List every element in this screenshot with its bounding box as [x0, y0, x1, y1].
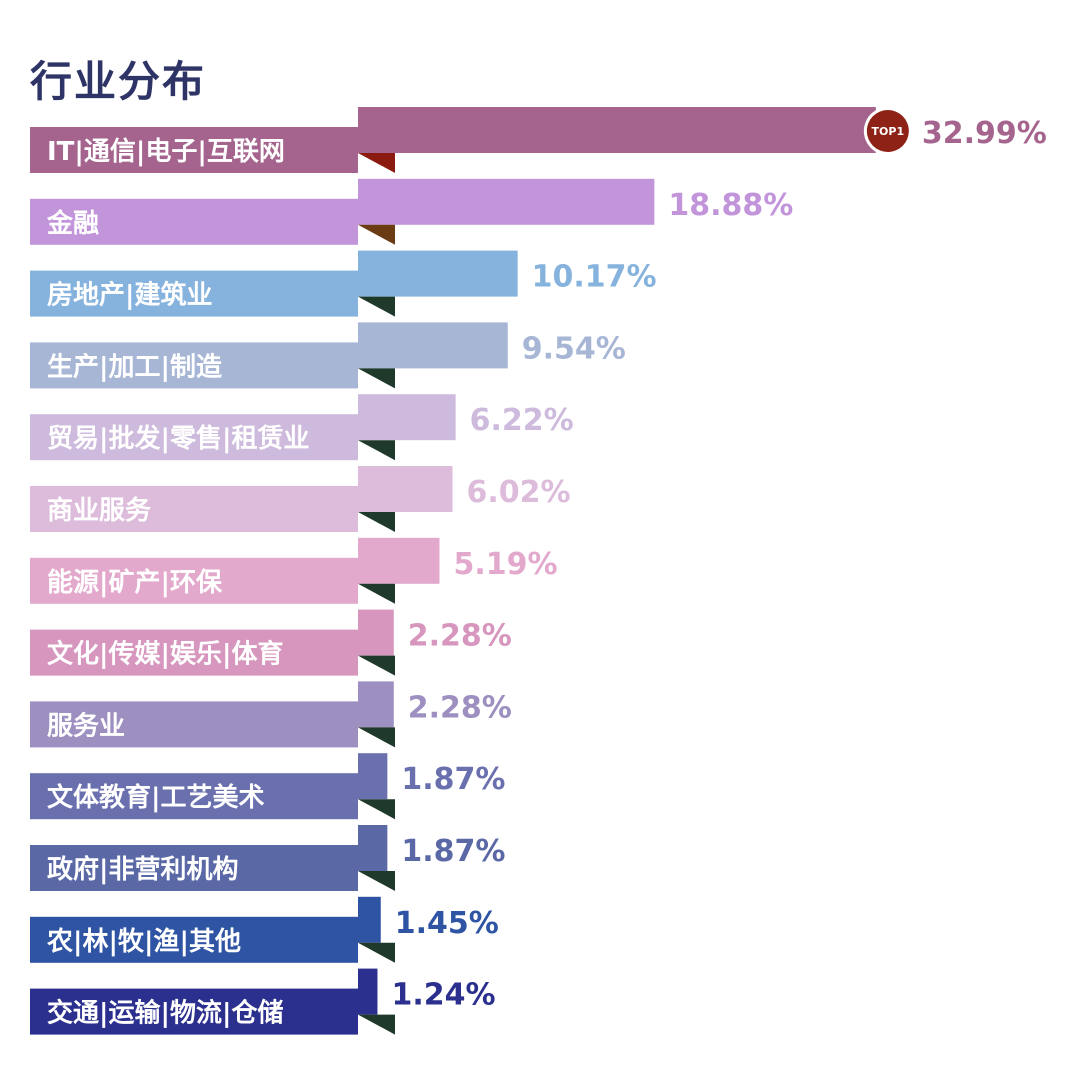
category-label-1: 金融 — [46, 208, 99, 239]
bar-series: IT|通信|电子|互联网 TOP1 32.99% 金融 18.88% 房地产|建筑业 10.… — [30, 107, 1047, 1035]
category-label-8: 服务业 — [47, 711, 125, 741]
label-band-10 — [30, 845, 358, 891]
category-label-0: IT|通信|电子|互联网 — [47, 137, 285, 167]
bar-1 — [358, 178, 655, 225]
label-band-2 — [30, 270, 358, 317]
bar-4 — [358, 394, 456, 441]
category-label-3: 生产|加工|制造 — [47, 352, 222, 382]
label-band-0 — [30, 127, 358, 173]
label-band-4 — [30, 414, 358, 461]
value-label-1: 18.88% — [668, 188, 793, 223]
bar-fold-4 — [358, 440, 395, 461]
value-label-4: 6.22% — [470, 403, 574, 438]
top-badge — [866, 110, 909, 152]
value-label-7: 2.28% — [408, 619, 512, 654]
label-band-9 — [30, 773, 358, 820]
label-band-8 — [30, 701, 358, 748]
bar-fold-10 — [358, 871, 395, 891]
bar-fold-5 — [358, 512, 395, 532]
bar-12 — [358, 968, 378, 1015]
category-label-11: 农|林|牧|渔|其他 — [46, 927, 241, 957]
top-badge-label: TOP1 — [872, 125, 905, 138]
bar-fold-9 — [358, 799, 395, 820]
bar-3 — [358, 322, 508, 369]
bar-5 — [358, 466, 453, 512]
label-band-3 — [30, 342, 358, 389]
bar-fold-1 — [358, 224, 395, 245]
bar-fold-8 — [358, 727, 395, 748]
category-label-12: 交通|运输|物流|仓储 — [47, 998, 284, 1029]
value-label-10: 1.87% — [401, 834, 505, 869]
bar-fold-11 — [358, 942, 395, 963]
value-label-3: 9.54% — [522, 331, 626, 366]
category-label-4: 贸易|批发|零售|租赁业 — [47, 423, 310, 454]
category-label-10: 政府|非营利机构 — [47, 854, 239, 885]
value-label-2: 10.17% — [532, 260, 657, 295]
value-label-5: 6.02% — [466, 475, 570, 510]
value-label-0: 32.99% — [922, 116, 1047, 151]
bar-7 — [358, 609, 394, 656]
value-label-6: 5.19% — [453, 547, 557, 582]
bar-fold-12 — [358, 1014, 395, 1035]
value-label-8: 2.28% — [408, 690, 512, 725]
bar-2 — [358, 250, 518, 297]
label-band-12 — [30, 988, 358, 1035]
category-label-5: 商业服务 — [47, 495, 151, 526]
bar-8 — [358, 681, 394, 728]
value-label-9: 1.87% — [401, 762, 505, 797]
bar-11 — [358, 896, 381, 943]
bar-0 — [358, 107, 876, 153]
label-band-5 — [30, 486, 358, 532]
label-band-7 — [30, 629, 358, 676]
bar-fold-7 — [358, 655, 395, 676]
bar-fold-2 — [358, 296, 395, 317]
category-label-9: 文体教育|工艺美术 — [47, 782, 265, 813]
value-label-12: 1.24% — [391, 978, 495, 1013]
value-label-11: 1.45% — [395, 906, 499, 941]
bar-9 — [358, 753, 388, 800]
category-label-6: 能源|矿产|环保 — [47, 567, 223, 598]
bar-fold-0 — [358, 153, 395, 173]
bar-fold-3 — [358, 368, 395, 389]
chart-title: 行业分布 — [30, 57, 207, 106]
label-band-6 — [30, 557, 358, 604]
bar-fold-6 — [358, 583, 395, 604]
bar-10 — [358, 825, 388, 871]
category-label-7: 文化|传媒|娱乐|体育 — [47, 639, 284, 670]
label-band-11 — [30, 916, 358, 963]
category-label-2: 房地产|建筑业 — [47, 280, 213, 311]
label-band-1 — [30, 198, 358, 245]
bar-6 — [358, 537, 440, 584]
